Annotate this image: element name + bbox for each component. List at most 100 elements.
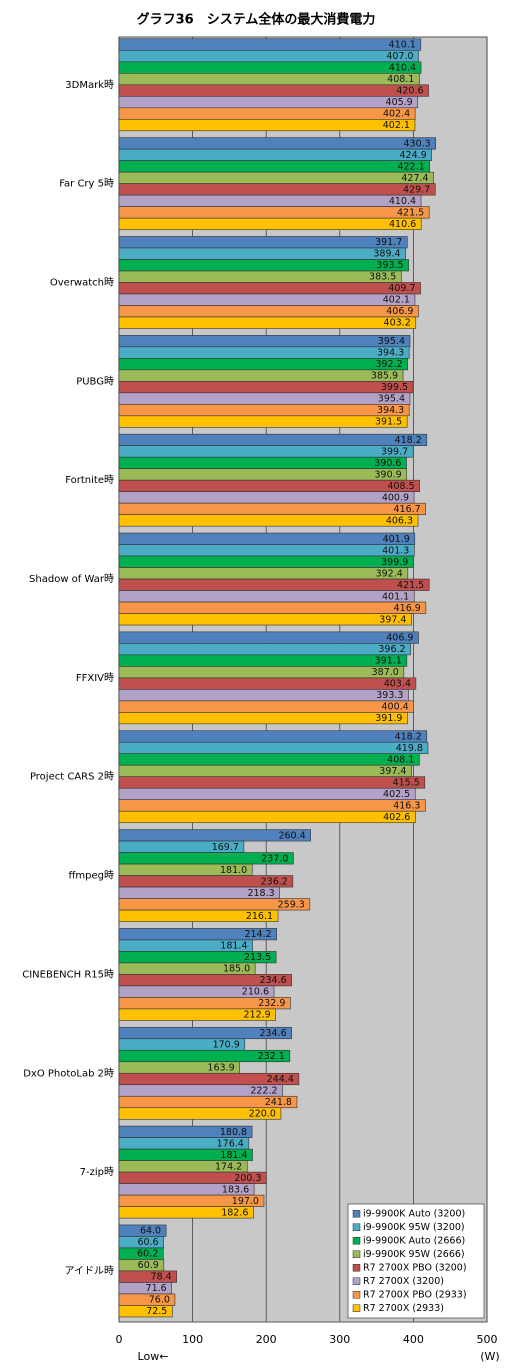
value-label: 394.3: [377, 348, 404, 359]
bar: [118, 107, 416, 120]
value-label: 397.4: [379, 614, 406, 625]
x-tick-label: 300: [329, 1333, 350, 1346]
value-label: 406.3: [386, 515, 413, 526]
bar: [118, 392, 411, 405]
bar: [118, 404, 410, 417]
category-label: Project CARS 2時: [30, 771, 114, 783]
legend-label: i9-9900K Auto (2666): [363, 1235, 465, 1246]
value-label: 64.0: [140, 1226, 161, 1237]
category-label: PUBG時: [76, 375, 114, 387]
bar: [118, 236, 408, 249]
value-label: 430.3: [403, 138, 430, 149]
value-label: 387.0: [372, 667, 399, 678]
bar: [118, 369, 404, 382]
value-label: 232.9: [258, 998, 285, 1009]
value-label: 390.6: [374, 458, 401, 469]
value-label: 383.5: [369, 272, 396, 283]
value-label: 237.0: [261, 853, 288, 864]
value-label: 418.2: [395, 435, 422, 446]
value-label: 76.0: [149, 1295, 170, 1306]
value-label: 210.6: [242, 987, 269, 998]
category-label: DxO PhotoLab 2時: [23, 1067, 114, 1079]
value-label: 214.2: [244, 929, 271, 940]
bar: [118, 555, 414, 568]
value-label: 407.0: [386, 51, 413, 62]
value-label: 405.9: [386, 97, 413, 108]
value-label: 406.9: [386, 633, 413, 644]
x-tick-label: 500: [477, 1333, 498, 1346]
bar: [118, 119, 416, 132]
category-label: Fortnite時: [65, 474, 114, 486]
bar: [118, 502, 426, 515]
value-label: 244.4: [267, 1074, 294, 1085]
bar: [118, 468, 408, 481]
legend-swatch: [352, 1237, 361, 1245]
x-tick-label: 0: [116, 1333, 123, 1346]
value-label: 393.5: [376, 260, 403, 271]
value-label: 400.4: [381, 702, 408, 713]
value-label: 390.9: [374, 469, 401, 480]
value-label: 395.4: [378, 394, 405, 405]
bar: [118, 776, 426, 789]
legend-box: [347, 1203, 485, 1319]
value-label: 406.9: [386, 306, 413, 317]
value-label: 418.2: [395, 731, 422, 742]
value-label: 182.6: [221, 1207, 248, 1218]
value-label: 401.3: [382, 545, 409, 556]
bar: [118, 654, 408, 667]
bar: [118, 787, 416, 801]
bar: [118, 479, 420, 492]
bar: [118, 631, 419, 644]
value-label: 391.7: [375, 237, 402, 248]
bar: [118, 73, 420, 86]
bar: [118, 194, 422, 207]
value-label: 419.8: [396, 743, 423, 754]
value-label: 391.5: [375, 417, 402, 428]
bar: [118, 49, 419, 63]
value-label: 402.6: [383, 812, 410, 823]
value-label: 170.9: [213, 1040, 240, 1051]
x-tick-label: 400: [403, 1333, 424, 1346]
bar: [118, 753, 420, 766]
value-label: 410.6: [389, 219, 416, 230]
value-label: 401.9: [383, 534, 410, 545]
value-label: 163.9: [207, 1063, 234, 1074]
value-label: 385.9: [371, 371, 398, 382]
bar: [118, 666, 405, 679]
value-label: 181.4: [220, 1150, 247, 1161]
value-label: 212.9: [243, 1010, 270, 1021]
value-label: 392.2: [375, 359, 402, 370]
value-label: 422.1: [397, 161, 424, 172]
value-label: 232.1: [258, 1051, 285, 1062]
bar: [118, 381, 414, 394]
legend-swatch: [352, 1210, 361, 1218]
bar: [118, 1305, 173, 1318]
category-label: Overwatch時: [50, 276, 114, 288]
bar: [118, 217, 422, 230]
bar: [118, 514, 419, 527]
value-label: 402.1: [383, 120, 410, 131]
bar: [118, 346, 410, 359]
bar: [118, 741, 429, 755]
bar: [118, 578, 430, 591]
bar: [118, 712, 408, 725]
value-label: 408.1: [387, 754, 414, 765]
value-label: 78.4: [151, 1272, 172, 1283]
bar: [118, 730, 428, 743]
value-label: 401.1: [382, 591, 409, 602]
bar: [118, 613, 412, 626]
legend-swatch: [352, 1304, 361, 1312]
bar: [118, 1107, 282, 1120]
bar: [118, 909, 279, 922]
value-label: 402.4: [383, 109, 410, 120]
bar: [118, 445, 414, 458]
category-label: 7-zip時: [80, 1166, 114, 1178]
bar: [118, 358, 408, 371]
value-label: 185.0: [223, 964, 250, 975]
bar: [118, 590, 415, 603]
bar: [118, 160, 430, 173]
value-label: 181.4: [220, 941, 247, 952]
bar: [118, 305, 419, 318]
value-label: 410.4: [389, 63, 416, 74]
bar: [118, 335, 411, 348]
